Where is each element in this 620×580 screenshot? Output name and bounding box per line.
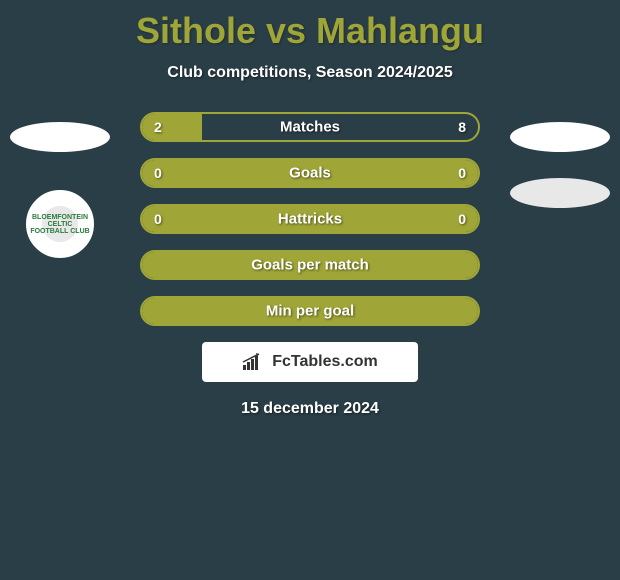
branding-box[interactable]: FcTables.com (202, 342, 418, 382)
chart-icon (242, 353, 266, 371)
stat-row: 2 Matches 8 (140, 112, 480, 142)
date-text: 15 december 2024 (10, 400, 610, 418)
stat-value-left: 0 (154, 211, 162, 227)
player-badge-left (10, 122, 110, 152)
stat-label: Matches (280, 119, 340, 136)
page-title: Sithole vs Mahlangu (0, 0, 620, 52)
stat-row: Min per goal (140, 296, 480, 326)
stat-label: Goals (289, 165, 331, 182)
stat-fill-left (142, 114, 202, 140)
stat-row: 0 Goals 0 (140, 158, 480, 188)
stat-label: Hattricks (278, 211, 342, 228)
stat-value-left: 2 (154, 119, 162, 135)
subtitle: Club competitions, Season 2024/2025 (0, 64, 620, 82)
stat-value-right: 0 (458, 165, 466, 181)
stat-value-right: 8 (458, 119, 466, 135)
stat-label: Goals per match (251, 257, 369, 274)
stat-row: Goals per match (140, 250, 480, 280)
club-logo-right (510, 178, 610, 208)
club-logo-left: BLOEMFONTEIN CELTIC FOOTBALL CLUB (26, 190, 94, 258)
stat-label: Min per goal (266, 303, 354, 320)
stat-value-right: 0 (458, 211, 466, 227)
branding-text: FcTables.com (272, 353, 378, 371)
stat-value-left: 0 (154, 165, 162, 181)
player-badge-right (510, 122, 610, 152)
content-area: BLOEMFONTEIN CELTIC FOOTBALL CLUB 2 Match… (0, 112, 620, 418)
stat-row: 0 Hattricks 0 (140, 204, 480, 234)
stat-bars: 2 Matches 8 0 Goals 0 0 Hattricks 0 Goals per mat… (140, 112, 480, 326)
club-logo-text: BLOEMFONTEIN CELTIC FOOTBALL CLUB (29, 214, 91, 235)
